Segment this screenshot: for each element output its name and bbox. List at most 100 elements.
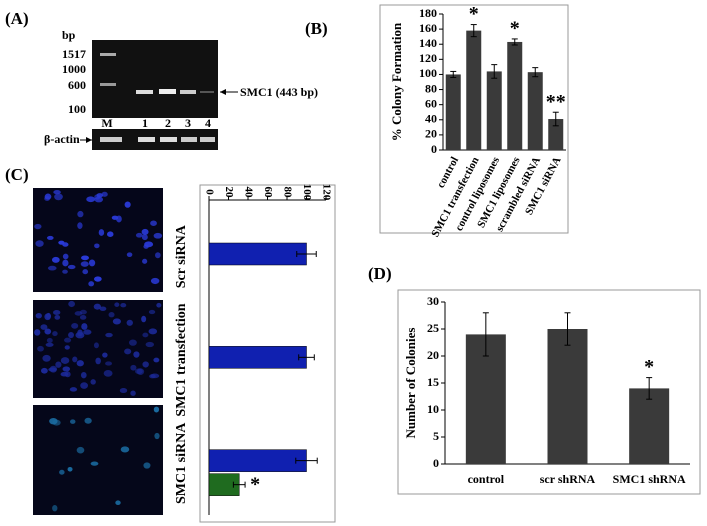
x-tick-label: SMC1 shRNA xyxy=(613,472,686,486)
cell-nucleus xyxy=(77,222,83,229)
panel-label: (D) xyxy=(368,264,392,283)
cell-nucleus xyxy=(135,232,143,238)
cell-nucleus xyxy=(124,348,132,355)
cell-nucleus xyxy=(62,366,71,372)
cell-nucleus xyxy=(88,281,95,287)
bar xyxy=(208,346,307,369)
cell-nucleus xyxy=(84,417,92,424)
cell-nucleus xyxy=(77,210,84,218)
annotation: * xyxy=(469,3,479,25)
cell-nucleus xyxy=(34,223,42,230)
y-tick-label: 10 xyxy=(427,402,439,416)
cell-nucleus xyxy=(62,259,69,267)
micrograph xyxy=(33,188,163,292)
cell-nucleus xyxy=(150,373,160,379)
gel-band xyxy=(136,90,153,94)
cell-nucleus xyxy=(62,253,69,260)
cell-nucleus xyxy=(42,354,51,362)
panel-frame xyxy=(397,289,701,495)
annotation: * xyxy=(644,356,654,378)
cell-nucleus xyxy=(105,332,113,338)
cell-nucleus xyxy=(150,277,160,285)
cell-nucleus xyxy=(90,379,96,385)
cell-nucleus xyxy=(103,370,113,377)
cell-nucleus xyxy=(80,261,89,267)
cell-nucleus xyxy=(35,240,44,247)
annotation: * xyxy=(250,473,260,495)
cell-nucleus xyxy=(51,256,60,263)
gel-band xyxy=(160,137,177,142)
bar xyxy=(527,72,543,150)
panel-label: (A) xyxy=(5,9,29,28)
y-tick-label: Scr siRNA xyxy=(174,224,189,288)
cell-nucleus xyxy=(112,318,121,325)
cell-nucleus xyxy=(60,357,70,364)
cell-nucleus xyxy=(40,324,48,330)
cell-nucleus xyxy=(80,382,89,389)
cell-nucleus xyxy=(105,361,113,366)
cell-nucleus xyxy=(74,311,83,316)
x-tick-label: 20 xyxy=(223,187,235,199)
cell-nucleus xyxy=(45,342,54,347)
cell-nucleus xyxy=(52,504,58,512)
y-tick-label: 180 xyxy=(419,6,437,20)
panel-frame xyxy=(379,4,569,234)
arrow-head xyxy=(86,137,92,143)
cell-nucleus xyxy=(60,371,69,377)
cell-nucleus xyxy=(64,337,72,343)
cell-nucleus xyxy=(34,329,41,336)
cell-nucleus xyxy=(46,235,54,240)
y-tick-label: 15 xyxy=(427,375,439,389)
cell-nucleus xyxy=(155,252,161,259)
bar xyxy=(547,329,588,464)
cell-nucleus xyxy=(153,357,160,363)
panel-frame xyxy=(199,184,336,523)
y-tick-label: 25 xyxy=(427,321,439,335)
cell-nucleus xyxy=(98,229,105,236)
cell-nucleus xyxy=(54,314,61,320)
cell-nucleus xyxy=(148,309,156,315)
cell-nucleus xyxy=(69,387,78,392)
gel-image xyxy=(92,40,218,118)
cell-nucleus xyxy=(90,461,99,466)
ladder-band xyxy=(100,83,116,86)
panel-label: (B) xyxy=(305,19,328,38)
bar xyxy=(466,30,482,150)
cell-nucleus xyxy=(83,329,92,335)
gel-text: β-actin xyxy=(44,132,80,146)
y-tick-label: 160 xyxy=(419,21,437,35)
cell-nucleus xyxy=(96,193,104,198)
gel-band xyxy=(180,90,196,94)
x-tick-label: 40 xyxy=(242,187,254,199)
cell-nucleus xyxy=(71,322,79,329)
y-tick-label: SMC1 siRNA xyxy=(174,422,189,504)
marker-label: 1000 xyxy=(62,62,86,76)
cell-nucleus xyxy=(47,265,57,271)
cell-nucleus xyxy=(35,312,42,319)
y-tick-label: 140 xyxy=(419,36,437,50)
x-tick-label: 120 xyxy=(320,184,332,201)
gel-band xyxy=(138,137,155,142)
cell-nucleus xyxy=(67,264,76,270)
cell-nucleus xyxy=(133,351,140,358)
cell-nucleus xyxy=(64,345,70,350)
cell-nucleus xyxy=(79,315,87,320)
cell-nucleus xyxy=(153,232,163,239)
cell-nucleus xyxy=(130,364,137,371)
marker-label: 100 xyxy=(68,102,86,116)
cell-nucleus xyxy=(70,419,76,424)
bar xyxy=(507,41,523,151)
cell-nucleus xyxy=(108,312,115,318)
cell-nucleus xyxy=(129,339,137,346)
ladder-band xyxy=(100,53,116,56)
x-tick-label: control xyxy=(468,472,505,486)
x-tick-label: scr shRNA xyxy=(540,472,596,486)
y-tick-label: 60 xyxy=(425,96,437,110)
lane-label: 3 xyxy=(185,116,191,130)
bar xyxy=(208,242,307,266)
annotation: * xyxy=(510,18,520,40)
cell-nucleus xyxy=(156,302,162,308)
cell-nucleus xyxy=(143,462,151,469)
cell-nucleus xyxy=(67,466,73,472)
cell-nucleus xyxy=(106,231,114,238)
